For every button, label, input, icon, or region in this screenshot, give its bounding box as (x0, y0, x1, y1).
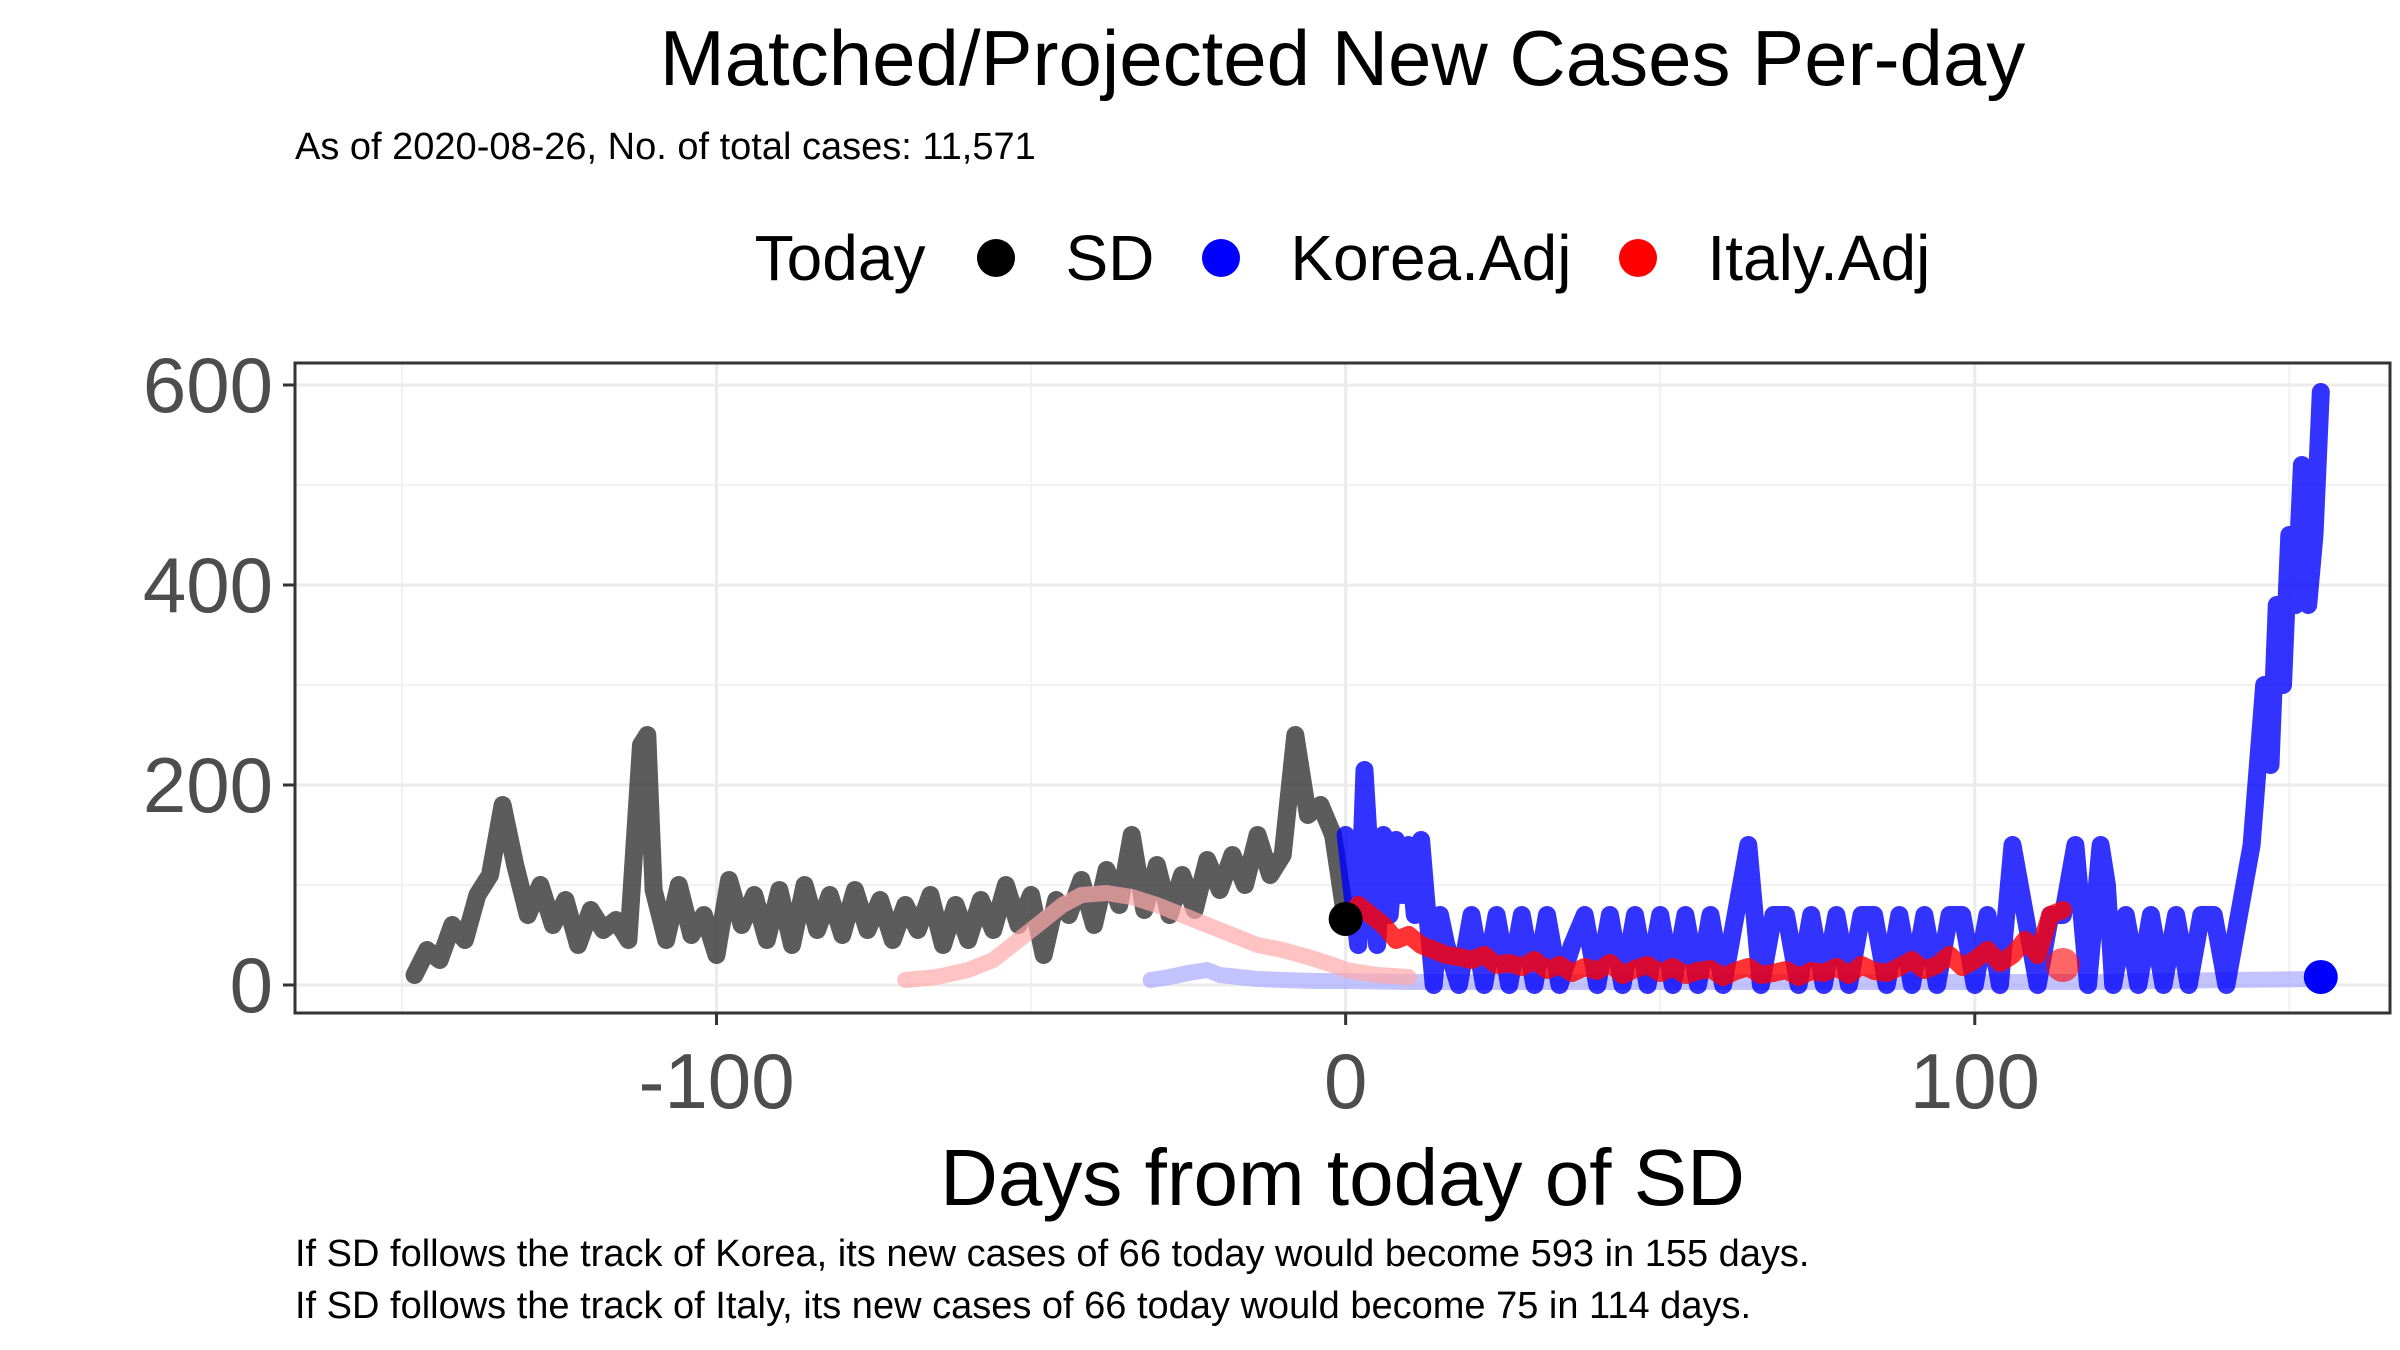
caption-italy: If SD follows the track of Italy, its ne… (295, 1285, 1752, 1327)
legend-label-korea: Korea.Adj (1290, 222, 1572, 294)
x-axis-label: Days from today of SD (940, 1133, 1745, 1222)
legend-title: Today (754, 222, 926, 294)
legend-label-italy: Italy.Adj (1707, 222, 1931, 294)
legend-item-italy: Italy.Adj (1619, 221, 1930, 295)
today-marker-1 (2303, 960, 2338, 994)
legend-dot-korea (1202, 239, 1241, 277)
y-tick-label: 600 (143, 341, 273, 429)
legend: Today SD Korea.Adj Italy.Adj (0, 218, 2400, 298)
x-tick-label: 100 (1910, 1037, 2040, 1125)
x-tick-label: 0 (1324, 1037, 1367, 1125)
y-tick-label: 0 (230, 941, 273, 1029)
caption: If SD follows the track of Korea, its ne… (295, 1228, 1810, 1332)
series-line-0 (405, 726, 1355, 984)
series-lines (405, 383, 2330, 994)
legend-item-sd: SD (977, 221, 1154, 295)
axis-ticks: -100 0 100 0 200 400 600 (143, 341, 2040, 1125)
series-line-3 (1336, 383, 2330, 994)
today-marker-2 (2045, 948, 2080, 982)
legend-label-sd: SD (1065, 222, 1155, 294)
x-tick-label: -100 (638, 1037, 794, 1125)
series-line-4 (1336, 896, 2072, 986)
chart-subtitle: As of 2020-08-26, No. of total cases: 11… (295, 126, 1036, 168)
chart-title: Matched/Projected New Cases Per-day (659, 14, 2026, 102)
legend-dot-sd (977, 239, 1016, 277)
series-line-2 (897, 885, 1417, 988)
y-tick-label: 200 (143, 741, 273, 829)
y-tick-label: 400 (143, 541, 273, 629)
today-marker-0 (1328, 902, 1363, 936)
panel-border (293, 361, 2392, 1015)
today-markers (1328, 902, 2338, 994)
legend-item-korea: Korea.Adj (1202, 221, 1571, 295)
caption-korea: If SD follows the track of Korea, its ne… (295, 1233, 1810, 1275)
legend-dot-italy (1619, 239, 1658, 277)
